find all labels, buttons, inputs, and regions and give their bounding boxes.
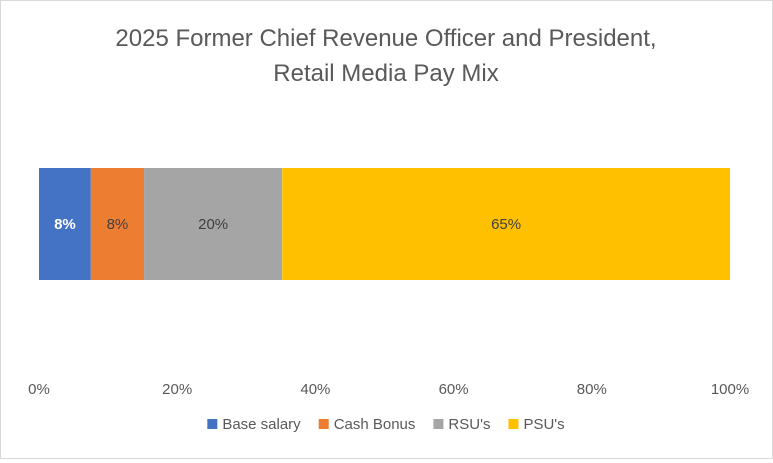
bar-segment-cash-bonus: [90, 168, 145, 280]
legend-swatch-psu-s: [508, 419, 519, 429]
data-label-base-salary: 8%: [54, 216, 76, 233]
bar-segment-base-salary: [39, 168, 91, 280]
legend-label-base-salary: Base salary: [222, 416, 301, 433]
bar-segment-psu-s: [282, 168, 730, 280]
legend-swatch-cash-bonus: [318, 419, 329, 429]
x-axis: 0% 20% 40% 60% 80% 100%: [28, 381, 749, 398]
legend-swatch-rsu-s: [433, 419, 444, 429]
data-label-cash-bonus: 8%: [107, 216, 129, 233]
x-tick-label: 0%: [28, 381, 50, 398]
data-label-psu-s: 65%: [491, 216, 521, 233]
x-tick-label: 20%: [162, 381, 192, 398]
stacked-bar: 8% 8% 20% 65%: [39, 168, 730, 280]
x-tick-label: 100%: [711, 381, 749, 398]
chart-title-line-1: 2025 Former Chief Revenue Officer and Pr…: [115, 25, 656, 52]
legend: Base salary Cash Bonus RSU's PSU's: [207, 416, 565, 433]
legend-label-rsu-s: RSU's: [448, 416, 490, 433]
legend-label-psu-s: PSU's: [523, 416, 564, 433]
x-tick-label: 60%: [439, 381, 469, 398]
legend-swatch-base-salary: [207, 419, 218, 429]
data-label-rsu-s: 20%: [198, 216, 228, 233]
bar-segment-rsu-s: [144, 168, 283, 280]
chart-title-line-2: Retail Media Pay Mix: [273, 60, 498, 87]
legend-label-cash-bonus: Cash Bonus: [334, 416, 416, 433]
x-tick-label: 80%: [577, 381, 607, 398]
x-tick-label: 40%: [300, 381, 330, 398]
